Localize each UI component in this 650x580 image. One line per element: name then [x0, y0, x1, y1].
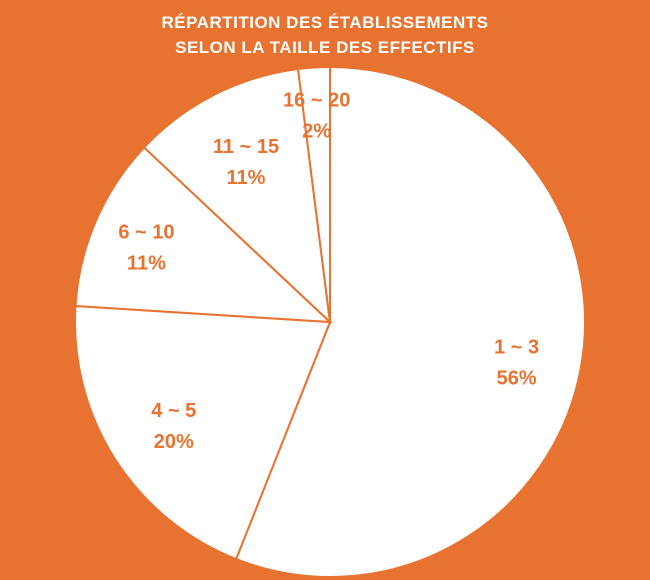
slice-label-1: 1 ~ 3 — [494, 337, 539, 359]
slice-label-4: 11 ~ 15 — [213, 136, 279, 158]
pie-slice-3 — [74, 146, 333, 324]
slice-value-1: 56% — [497, 368, 537, 390]
pie-slice-4 — [142, 67, 332, 325]
slice-value-5: 2% — [302, 120, 331, 142]
pie-slice-2 — [74, 304, 332, 561]
slice-label-2: 4 ~ 5 — [151, 400, 196, 422]
slice-label-5: 16 ~ 20 — [283, 89, 350, 111]
pie-slice-1 — [234, 65, 586, 578]
slice-value-3: 11% — [127, 253, 166, 275]
slice-value-2: 20% — [154, 431, 194, 453]
chart-title-line-2: SELON LA TAILLE DES EFFECTIFS — [175, 38, 475, 57]
pie-slice-5 — [296, 65, 331, 323]
chart-title-line-1: RÉPARTITION DES ÉTABLISSEMENTS — [161, 13, 489, 32]
slice-label-3: 6 ~ 10 — [118, 222, 174, 244]
slice-value-4: 11% — [227, 167, 266, 189]
